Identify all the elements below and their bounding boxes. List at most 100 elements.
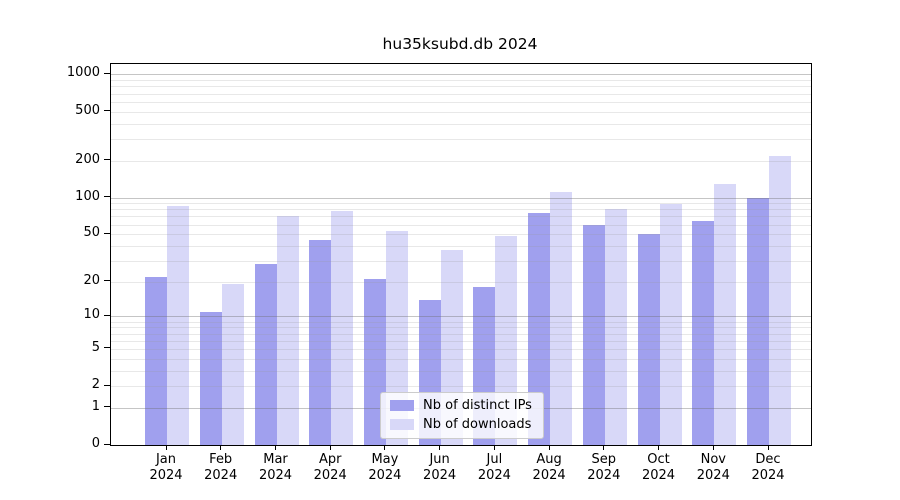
bar-nb-of-distinct-ips-nov xyxy=(692,221,715,445)
x-tick-year: 2024 xyxy=(641,468,676,483)
legend-item-distinct-ips: Nb of distinct IPs xyxy=(390,398,532,413)
x-tick-year: 2024 xyxy=(696,468,730,483)
x-tick-month: Aug xyxy=(536,452,562,467)
x-tick-mark xyxy=(493,446,495,450)
x-tick-year: 2024 xyxy=(204,468,238,483)
x-tick-mark xyxy=(275,446,276,450)
x-tick-month: Dec xyxy=(755,452,781,467)
x-tick-mark xyxy=(220,446,222,450)
bar-nb-of-downloads-dec xyxy=(769,155,791,445)
x-tick-year: 2024 xyxy=(149,468,183,483)
x-tick-year: 2024 xyxy=(423,468,457,483)
x-tick-year: 2024 xyxy=(368,468,402,483)
bar-nb-of-downloads-feb xyxy=(221,284,244,445)
bar-nb-of-downloads-mar xyxy=(276,215,299,445)
x-tick-year: 2024 xyxy=(477,468,511,483)
y-tick-mark xyxy=(104,232,110,234)
x-tick-month: Apr xyxy=(318,452,342,467)
bar-nb-of-distinct-ips-sep xyxy=(582,224,605,445)
y-tick-label: 10 xyxy=(83,307,100,323)
bar-nb-of-downloads-aug xyxy=(550,192,573,445)
x-tick-year: 2024 xyxy=(751,468,785,483)
x-tick-label-may: May 2024 xyxy=(358,452,412,484)
y-tick-mark xyxy=(104,196,110,197)
y-tick-mark xyxy=(104,347,110,349)
legend-label-distinct-ips: Nb of distinct IPs xyxy=(423,398,532,413)
y-tick-label: 500 xyxy=(75,102,100,118)
y-tick-label: 1000 xyxy=(66,65,100,81)
x-tick-month: Mar xyxy=(263,452,288,467)
x-tick-mark xyxy=(384,446,386,450)
legend-swatch-distinct-ips xyxy=(390,400,414,411)
y-tick-label: 1 xyxy=(91,398,100,414)
y-tick-label: 20 xyxy=(83,272,100,288)
x-tick-mark xyxy=(165,446,167,450)
x-tick-mark xyxy=(603,446,605,450)
x-tick-month: Feb xyxy=(209,452,233,467)
x-tick-year: 2024 xyxy=(313,468,347,483)
bar-nb-of-distinct-ips-dec xyxy=(747,197,769,445)
x-tick-label-nov: Nov 2024 xyxy=(686,452,740,484)
x-tick-year: 2024 xyxy=(532,468,566,483)
y-tick-mark xyxy=(104,314,110,316)
x-tick-mark xyxy=(712,446,714,450)
x-tick-label-mar: Mar 2024 xyxy=(249,452,303,484)
x-tick-mark xyxy=(329,446,331,450)
x-tick-label-jun: Jun 2024 xyxy=(413,452,467,484)
bar-nb-of-downloads-apr xyxy=(331,211,354,445)
y-tick-mark xyxy=(104,406,110,408)
x-tick-label-sep: Sep 2024 xyxy=(577,452,631,484)
bars-layer xyxy=(111,64,811,445)
x-tick-mark xyxy=(658,446,659,450)
x-tick-mark xyxy=(439,446,441,450)
bar-nb-of-distinct-ips-feb xyxy=(199,311,222,445)
y-tick-label: 100 xyxy=(75,188,100,204)
x-tick-label-aug: Aug 2024 xyxy=(522,452,576,484)
y-tick-label: 2 xyxy=(91,377,100,393)
y-tick-mark xyxy=(104,280,110,282)
legend-item-downloads: Nb of downloads xyxy=(390,417,532,432)
x-tick-month: Nov xyxy=(700,452,726,467)
bar-nb-of-distinct-ips-oct xyxy=(637,234,660,445)
legend-swatch-downloads xyxy=(390,419,414,430)
legend: Nb of distinct IPs Nb of downloads xyxy=(380,392,544,439)
bar-nb-of-downloads-may xyxy=(385,231,408,445)
y-tick-label: 0 xyxy=(91,436,100,451)
y-tick-mark xyxy=(104,110,110,112)
bar-nb-of-downloads-sep xyxy=(604,209,627,445)
y-tick-mark xyxy=(104,443,110,445)
y-tick-mark xyxy=(104,384,110,386)
x-tick-month: Jan xyxy=(155,452,177,467)
x-tick-label-jul: Jul 2024 xyxy=(467,452,521,484)
x-tick-label-feb: Feb 2024 xyxy=(194,452,248,484)
y-tick-label: 50 xyxy=(83,225,100,241)
x-tick-mark xyxy=(767,446,769,450)
y-tick-label: 200 xyxy=(75,151,100,167)
x-tick-label-jan: Jan 2024 xyxy=(139,452,193,484)
x-tick-label-oct: Oct 2024 xyxy=(632,452,686,484)
x-tick-month: Oct xyxy=(647,452,670,467)
legend-label-downloads: Nb of downloads xyxy=(423,417,532,432)
bar-nb-of-distinct-ips-apr xyxy=(309,239,332,445)
x-tick-year: 2024 xyxy=(258,468,293,483)
x-tick-month: Jul xyxy=(486,452,503,467)
chart-title: hu35ksubd.db 2024 xyxy=(382,35,538,53)
bar-nb-of-downloads-nov xyxy=(714,183,737,445)
x-tick-month: Sep xyxy=(591,452,617,467)
x-tick-mark xyxy=(548,446,550,450)
bar-nb-of-distinct-ips-aug xyxy=(528,212,551,445)
plot-area: Nb of distinct IPs Nb of downloads xyxy=(110,63,812,446)
bar-nb-of-distinct-ips-mar xyxy=(254,264,277,445)
x-tick-month: May xyxy=(371,452,399,467)
bar-nb-of-downloads-jan xyxy=(167,206,189,445)
y-tick-label: 5 xyxy=(91,339,100,355)
x-tick-label-dec: Dec 2024 xyxy=(741,452,795,484)
bar-nb-of-distinct-ips-jan xyxy=(145,276,167,445)
bar-nb-of-downloads-oct xyxy=(659,203,682,445)
x-tick-year: 2024 xyxy=(587,468,621,483)
y-tick-mark xyxy=(104,159,110,161)
x-tick-month: Jun xyxy=(429,452,450,467)
x-tick-label-apr: Apr 2024 xyxy=(303,452,357,484)
y-tick-mark xyxy=(104,72,110,74)
